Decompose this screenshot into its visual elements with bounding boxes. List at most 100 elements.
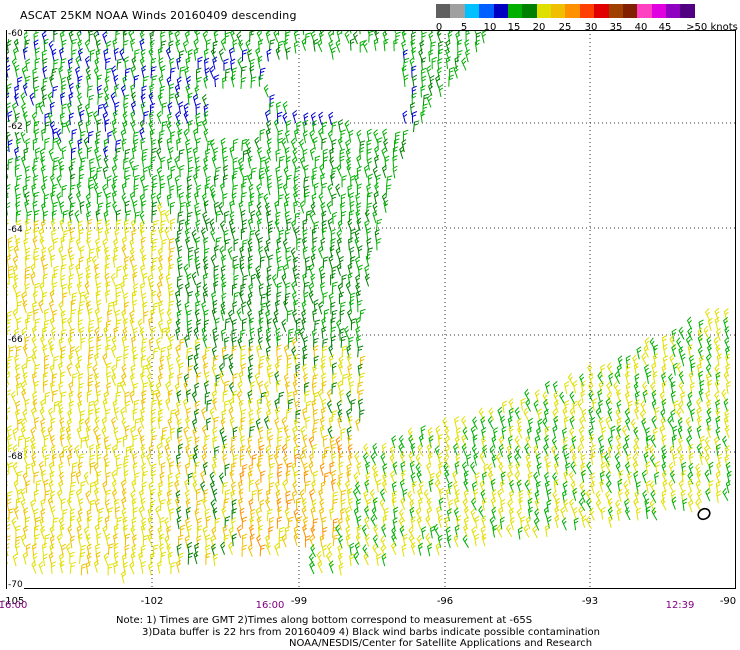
wind-barb <box>58 361 63 375</box>
wind-barb <box>158 75 164 89</box>
wind-barb <box>302 345 308 359</box>
wind-barb <box>224 489 231 502</box>
wind-barb <box>508 398 514 412</box>
wind-barb <box>374 30 380 42</box>
wind-barb <box>358 389 364 402</box>
wind-barb <box>275 165 281 179</box>
wind-barb <box>102 183 108 197</box>
wind-barb <box>411 85 417 99</box>
wind-barb <box>401 543 407 557</box>
wind-barb <box>107 130 113 144</box>
wind-barb <box>426 462 432 476</box>
wind-barb <box>310 112 316 126</box>
wind-barb <box>446 534 452 548</box>
wind-barb <box>544 524 551 538</box>
wind-barb <box>269 462 276 475</box>
wind-barb <box>58 381 64 395</box>
wind-barb <box>213 416 220 429</box>
wind-barb <box>237 479 243 494</box>
wind-barb <box>365 472 371 486</box>
wind-barb <box>276 497 282 511</box>
wind-barb <box>256 183 262 197</box>
wind-barb <box>277 436 283 449</box>
wind-barb <box>183 263 189 278</box>
wind-barb <box>6 406 11 420</box>
wind-barb <box>650 434 657 448</box>
wind-barb <box>310 525 316 539</box>
wind-barb <box>491 454 497 468</box>
wind-barb <box>52 164 58 178</box>
wind-barb <box>97 103 104 116</box>
wind-barb <box>671 496 677 510</box>
wind-barb <box>44 533 51 547</box>
wind-barb <box>349 192 355 205</box>
wind-barb <box>340 201 346 215</box>
scale-label-0: 0 <box>435 22 443 33</box>
wind-barb <box>115 209 122 222</box>
wind-barb <box>411 92 417 106</box>
wind-barb <box>101 426 107 440</box>
wind-barb <box>140 371 145 385</box>
wind-barb <box>103 48 109 62</box>
wind-barb <box>321 226 327 240</box>
wind-barb <box>293 30 299 44</box>
wind-barb <box>211 154 217 169</box>
wind-barb <box>186 309 192 323</box>
wind-barb <box>543 398 549 413</box>
wind-barb <box>116 463 123 476</box>
wind-barb <box>379 498 386 512</box>
wind-barb <box>600 506 606 520</box>
wind-barb <box>143 185 149 198</box>
map-title: ASCAT 25KM NOAA Winds 20160409 descendin… <box>20 9 297 22</box>
wind-barb <box>156 110 162 124</box>
wind-barb <box>151 75 158 88</box>
wind-barb <box>88 346 95 359</box>
wind-barb <box>517 526 523 540</box>
wind-barb <box>84 435 90 449</box>
wind-barb <box>266 274 272 288</box>
wind-barb <box>282 238 288 252</box>
lon-label-90: -90 <box>719 596 737 607</box>
wind-barb <box>150 552 156 565</box>
wind-barb <box>96 299 102 313</box>
wind-barb <box>141 154 147 168</box>
wind-barb <box>499 516 505 530</box>
wind-barb <box>132 506 138 520</box>
wind-barb <box>281 443 287 457</box>
contamination-marker <box>697 507 711 521</box>
wind-barb <box>86 515 93 529</box>
wind-barb <box>175 119 181 133</box>
wind-barb <box>89 454 95 467</box>
wind-barb <box>212 327 218 341</box>
wind-barb <box>48 148 54 162</box>
scale-swatch-10 <box>579 4 595 18</box>
wind-barb <box>101 416 107 430</box>
wind-barb <box>193 326 199 340</box>
wind-barb <box>168 146 174 160</box>
wind-barb <box>139 327 145 341</box>
wind-barb <box>62 508 68 522</box>
wind-barb <box>365 461 371 475</box>
wind-barb <box>696 362 702 376</box>
wind-barb <box>366 128 372 142</box>
wind-barb <box>422 93 430 106</box>
wind-barb <box>335 524 342 538</box>
wind-barb <box>263 416 269 430</box>
wind-barb <box>330 228 336 242</box>
wind-barb <box>141 65 147 79</box>
wind-barb <box>299 200 305 214</box>
wind-barb <box>205 552 211 565</box>
wind-barb <box>177 245 183 259</box>
wind-barb <box>373 191 379 205</box>
wind-barb <box>564 452 570 466</box>
wind-barb <box>215 210 222 223</box>
wind-barb <box>86 256 92 270</box>
wind-barb <box>95 209 101 222</box>
wind-barb <box>726 470 732 484</box>
wind-barb <box>403 57 410 70</box>
wind-barb <box>78 453 85 466</box>
wind-barb <box>176 506 182 520</box>
wind-barb <box>68 381 74 395</box>
wind-barb <box>59 352 66 366</box>
wind-barb <box>589 433 595 447</box>
